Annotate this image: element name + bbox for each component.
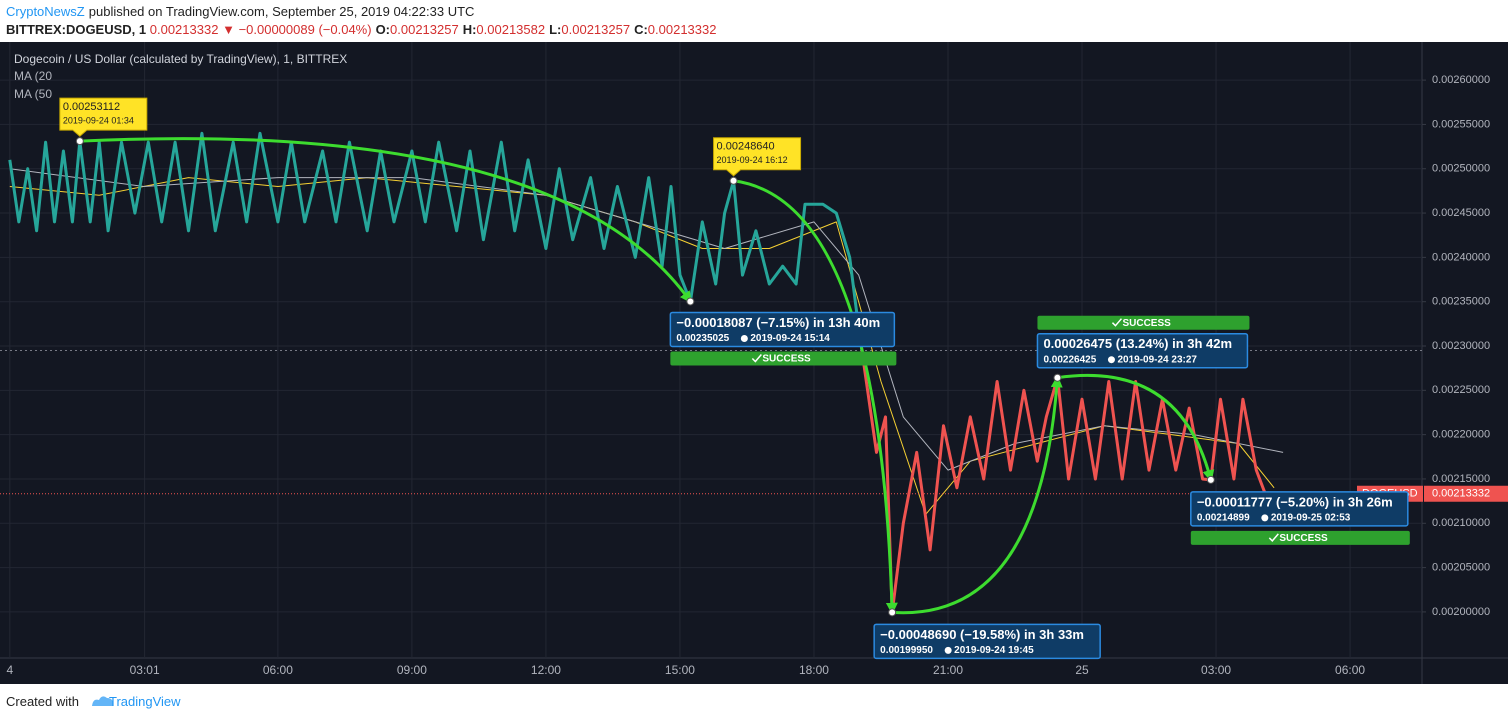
ma-line	[9, 168, 1284, 471]
point	[686, 297, 695, 306]
y-tick-label: 0.00255000	[1432, 118, 1490, 130]
arrow	[892, 375, 1063, 615]
y-tick-label: 0.00200000	[1432, 606, 1490, 618]
logo	[92, 696, 114, 706]
ohlc-key: O:	[375, 22, 391, 37]
change: −0.00000089 (−0.04%)	[238, 22, 372, 37]
last-price-bg	[1424, 485, 1508, 502]
measure-price: 0.00214899	[1197, 512, 1250, 523]
last-price-label: 0.00213332	[1432, 488, 1490, 500]
publisher[interactable]: CryptoNewsZ	[6, 4, 85, 19]
callout-price: 0.00253112	[63, 101, 120, 113]
x-tick-label: 03:00	[1201, 663, 1231, 677]
measure-time: 2019-09-24 15:14	[750, 333, 830, 344]
x-tick-label: 03:01	[130, 663, 160, 677]
x-tick-label: 25	[1075, 663, 1089, 677]
x-tick-label: 15:00	[665, 663, 695, 677]
footer: Created with TradingView	[6, 694, 181, 709]
arrow	[1057, 373, 1215, 483]
y-tick-label: 0.00250000	[1432, 163, 1490, 175]
measure-box	[873, 623, 1101, 660]
measure-time: 2019-09-24 23:27	[1117, 354, 1197, 365]
x-tick-label: 06:00	[263, 663, 293, 677]
y-tick-label: 0.00245000	[1432, 207, 1490, 219]
status-bar	[1190, 530, 1410, 545]
y-tick-label: 0.00240000	[1432, 251, 1490, 263]
arrow	[733, 179, 898, 615]
point	[1053, 373, 1062, 382]
published-info: published on TradingView.com, September …	[88, 4, 475, 19]
symbol: BITTREX:DOGEUSD, 1	[6, 22, 147, 37]
point	[75, 137, 84, 146]
y-tick-label: 0.00215000	[1432, 473, 1490, 485]
measure-price: 0.00226425	[1043, 354, 1096, 365]
y-tick-label: 0.00210000	[1432, 517, 1490, 529]
point	[1206, 475, 1215, 484]
ohlc: O:0.00213257 H:0.00213582 L:0.00213257 C:0.…	[372, 22, 717, 37]
point	[888, 608, 897, 617]
price-line	[8, 131, 1267, 614]
status: SUCCESS	[1122, 318, 1171, 329]
ohlc-value: 0.00213257	[390, 22, 459, 37]
indicator-label: MA (50	[14, 87, 52, 101]
measure-price: 0.00199950	[880, 645, 933, 656]
ohlc-value: 0.00213582	[476, 22, 546, 37]
y-tick-label: 0.00260000	[1432, 74, 1490, 86]
brand[interactable]: TradingView	[108, 694, 181, 709]
last-price: 0.00213332	[149, 22, 219, 37]
symbol-line: BITTREX:DOGEUSD, 1 0.00213332 ▼ −0.00000…	[6, 22, 716, 37]
clock-icon	[1107, 356, 1115, 364]
ohlc-key: H:	[462, 22, 477, 37]
measure-text: −0.00011777 (−5.20%) in 3h 26m	[1197, 494, 1393, 509]
y-tick-label: 0.00205000	[1432, 562, 1490, 574]
callout-box	[59, 97, 148, 137]
clock-icon	[944, 646, 952, 654]
measure-text: −0.00048690 (−19.58%) in 3h 33m	[880, 627, 1084, 642]
point	[729, 176, 738, 185]
measure-text: 0.00026475 (13.24%) in 3h 42m	[1043, 336, 1232, 351]
check-icon	[1111, 318, 1123, 327]
created-with: Created with	[6, 694, 79, 709]
status: SUCCESS	[1279, 533, 1328, 544]
y-tick-label: 0.00225000	[1432, 384, 1490, 396]
clock-icon	[1261, 514, 1269, 522]
ohlc-value: 0.00213257	[561, 22, 631, 37]
indicator-label: MA (20	[14, 69, 52, 83]
chart-title: Dogecoin / US Dollar (calculated by Trad…	[14, 52, 347, 66]
measure-text: −0.00018087 (−7.15%) in 13h 40m	[676, 315, 880, 330]
status-bar	[670, 351, 897, 366]
x-tick-label: 4	[6, 663, 13, 677]
callout-time: 2019-09-24 16:12	[717, 155, 788, 165]
callout-time: 2019-09-24 01:34	[63, 116, 134, 126]
ohlc-key: L:	[549, 22, 562, 37]
x-tick-label: 18:00	[799, 663, 829, 677]
x-tick-label: 21:00	[933, 663, 963, 677]
check-icon	[1268, 533, 1279, 542]
y-tick-label: 0.00220000	[1432, 429, 1490, 441]
measure-time: 2019-09-25 02:53	[1271, 512, 1351, 523]
header-line: CryptoNewsZ published on TradingView.com,…	[6, 4, 474, 19]
ohlc-key: C:	[634, 22, 648, 37]
measure-box	[1190, 491, 1409, 527]
status-bar	[1037, 315, 1250, 330]
measure-box	[669, 311, 896, 348]
ohlc-value: 0.00213332	[647, 22, 717, 37]
clock-icon	[740, 334, 748, 342]
x-tick-label: 06:00	[1335, 663, 1365, 677]
callout-price: 0.00248640	[717, 141, 775, 153]
measure-time: 2019-09-24 19:45	[954, 645, 1034, 656]
measure-price: 0.00235025	[676, 333, 729, 344]
arrow	[79, 137, 692, 304]
status: SUCCESS	[762, 354, 811, 365]
measure-box	[1036, 332, 1249, 369]
direction: ▼	[222, 22, 235, 37]
callout-box	[713, 137, 802, 177]
check-icon	[751, 353, 762, 363]
y-tick-label: 0.00235000	[1432, 296, 1490, 308]
x-tick-label: 09:00	[397, 663, 427, 677]
x-tick-label: 12:00	[531, 663, 561, 677]
y-tick-label: 0.00230000	[1432, 340, 1490, 352]
